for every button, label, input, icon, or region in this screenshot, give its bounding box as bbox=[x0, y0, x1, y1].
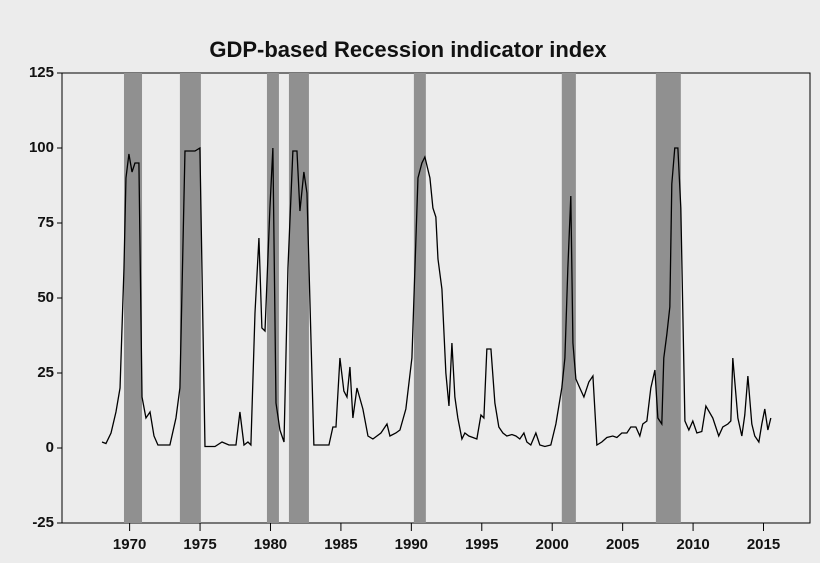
plot-frame bbox=[61, 72, 811, 524]
x-tick-label: 1990 bbox=[395, 536, 428, 553]
series-line bbox=[101, 146, 772, 448]
recession-band bbox=[561, 73, 576, 523]
recession-band bbox=[179, 73, 201, 523]
y-tick-label: 25 bbox=[37, 364, 54, 381]
x-tick-label: 2005 bbox=[606, 536, 639, 553]
x-tick-label: 2000 bbox=[536, 536, 569, 553]
x-tick-label: 1975 bbox=[183, 536, 216, 553]
recession-band bbox=[123, 73, 143, 523]
recession-band bbox=[413, 73, 426, 523]
x-tick-label: 1970 bbox=[113, 536, 146, 553]
y-tick-label: 0 bbox=[46, 439, 54, 456]
y-tick-label: 50 bbox=[37, 289, 54, 306]
recession-band bbox=[288, 73, 309, 523]
x-tick-label: 2010 bbox=[676, 536, 709, 553]
recession-band bbox=[266, 73, 279, 523]
chart-title: GDP-based Recession indicator index bbox=[209, 37, 607, 62]
y-tick-label: 100 bbox=[29, 139, 54, 156]
y-tick-label: 125 bbox=[29, 64, 54, 81]
x-tick-label: 1985 bbox=[324, 536, 357, 553]
recession-band bbox=[655, 73, 681, 523]
y-tick-label: -25 bbox=[32, 514, 54, 531]
x-tick-label: 2015 bbox=[747, 536, 780, 553]
y-tick-label: 75 bbox=[37, 214, 54, 231]
x-tick-label: 1995 bbox=[465, 536, 498, 553]
x-tick-label: 1980 bbox=[254, 536, 287, 553]
